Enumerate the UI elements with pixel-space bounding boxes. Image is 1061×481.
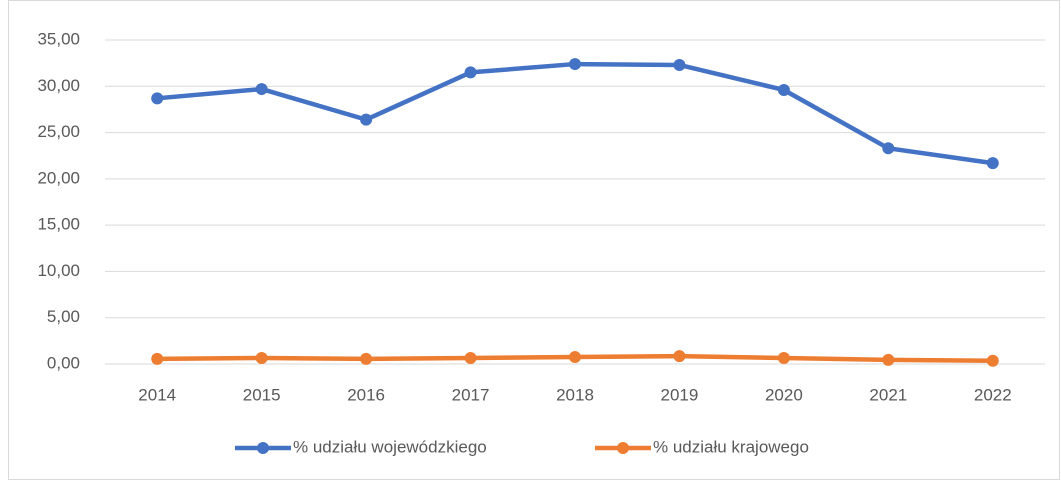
point [777,83,790,96]
point [882,353,895,366]
y-tick-label: 20,00 [37,168,80,187]
x-tick-label: 2016 [347,385,385,404]
y-tick-label: 15,00 [37,215,80,234]
legend-marker [617,442,629,454]
x-tick-label: 2022 [974,385,1012,404]
point [986,354,999,367]
y-tick-label: 30,00 [37,76,80,95]
x-tick-label: 2014 [138,385,176,404]
legend-label: % udziału wojewódzkiego [293,437,487,456]
x-tick-label: 2021 [869,385,907,404]
point [464,66,477,79]
point [569,58,581,71]
x-tick-label: 2015 [243,385,281,404]
y-tick-label: 10,00 [37,261,80,280]
point [673,58,686,71]
point [360,113,373,126]
y-tick-label: 5,00 [47,307,80,326]
point [986,157,999,170]
point [151,352,164,365]
x-tick-label: 2020 [765,385,803,404]
point [255,351,268,364]
point [464,351,477,364]
point [882,142,895,155]
point [151,92,164,105]
x-tick-label: 2017 [452,385,490,404]
y-tick-label: 25,00 [37,122,80,141]
x-tick-label: 2019 [661,385,699,404]
point [360,352,373,365]
point [255,83,268,96]
x-tick-label: 2018 [556,385,594,404]
chart-border [8,0,1060,480]
y-tick-label: 0,00 [47,353,80,372]
point [673,350,686,363]
point [777,351,790,364]
y-tick-label: 35,00 [37,29,80,48]
point [569,351,581,364]
legend-marker [257,442,269,454]
legend-label: % udziału krajowego [653,437,809,456]
